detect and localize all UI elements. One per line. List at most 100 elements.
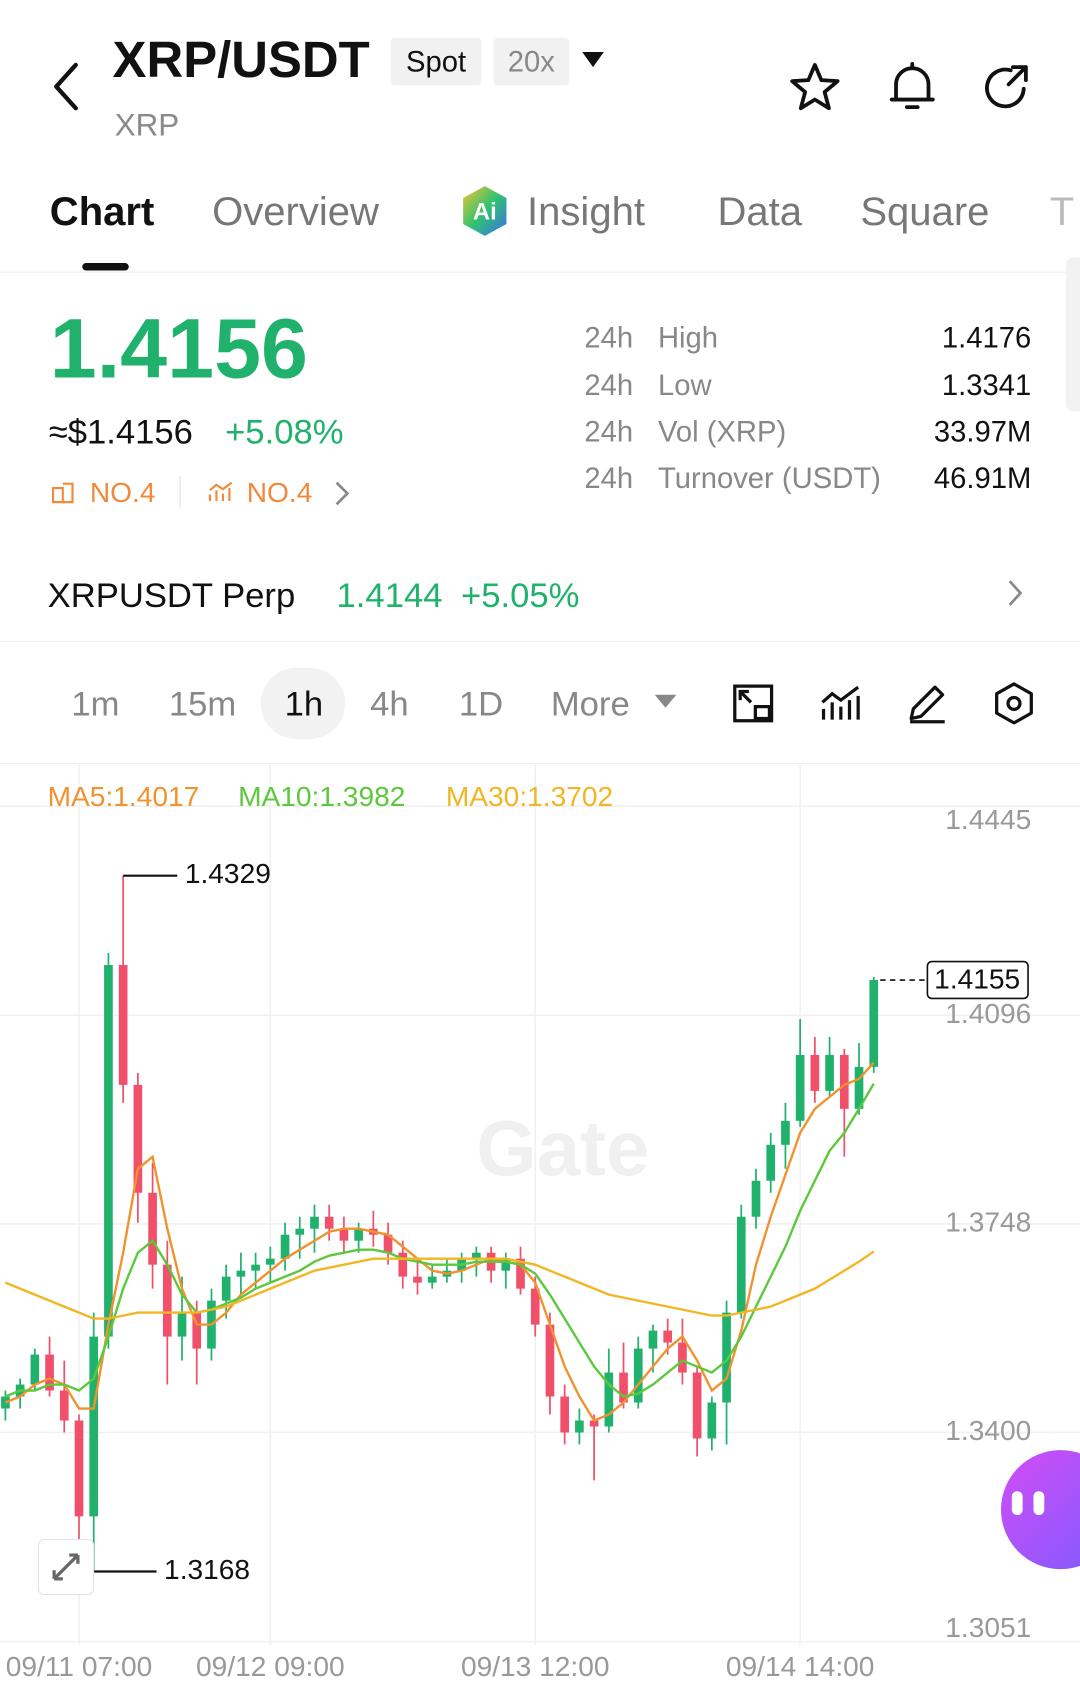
ma-line [4,1061,875,1422]
tab[interactable]: Data [717,189,803,234]
stat-label: Turnover (USDT) [657,462,881,495]
timeframe[interactable]: 4h [370,683,409,723]
stat-value: 46.91M [933,462,1032,495]
x-tick-label: 09/11 07:00 [6,1651,153,1682]
tool-icon[interactable] [732,683,775,724]
stat-period: 24h [584,415,634,449]
rank-icon [208,481,233,502]
ma-line [4,1083,875,1398]
tab[interactable]: Chart [49,189,155,234]
candle-body [648,1330,658,1349]
stat-label: Vol (XRP) [657,415,787,449]
candle-body [825,1054,834,1091]
candle-body [560,1396,569,1433]
candle-body [339,1228,349,1241]
rank[interactable]: NO.4 [89,476,156,509]
x-tick-label: 09/14 14:00 [726,1651,875,1682]
divider [0,762,1080,765]
legend-entry: MA5:1.4017 [48,781,200,812]
back-button[interactable] [48,61,83,113]
ma-line [4,1250,875,1320]
last-price: 1.4156 [49,300,308,397]
badge: Spot [390,37,482,86]
timeframe[interactable]: More [550,683,630,723]
tab[interactable]: Overview [212,189,379,234]
stat-value: 33.97M [933,415,1032,449]
dropdown-arrow[interactable] [654,693,678,710]
divider [0,640,1080,642]
stat-period: 24h [584,369,634,402]
timeframe[interactable]: 1m [71,683,120,723]
candle-body [74,1420,84,1517]
y-tick-label: 1.3051 [945,1612,1031,1643]
candle-body [59,1390,69,1421]
candle-body [118,965,128,1085]
candle-body [177,1312,187,1337]
rank[interactable]: NO.4 [246,476,313,509]
perp-change: +5.05% [461,575,580,615]
candle-body [236,1270,246,1277]
timeframe[interactable]: 15m [168,683,237,723]
candle-body [30,1354,40,1385]
chevron[interactable] [1004,577,1026,609]
candle-body [501,1258,511,1271]
candle-body [766,1144,776,1181]
candle-body [265,1258,275,1265]
candle-body [1,1396,10,1409]
candle-body [678,1342,687,1373]
fullscreen-button[interactable] [37,1538,95,1596]
perp-price: 1.4144 [336,575,443,615]
tab[interactable]: Insight [527,189,645,234]
candle-body [295,1228,305,1235]
stat-period: 24h [584,321,634,354]
candle-body [383,1234,393,1253]
badge[interactable]: 20x [493,37,570,86]
candle-body [324,1216,334,1229]
tab[interactable]: Square [860,189,990,234]
candle-body [795,1054,805,1121]
candle-body [413,1276,422,1283]
timeframe[interactable]: 1D [458,683,504,723]
x-tick-label: 09/13 12:00 [461,1651,610,1682]
max-label: 1.4329 [185,858,271,889]
y-tick-label: 1.3400 [945,1415,1031,1446]
indicator-icon[interactable] [819,683,862,724]
settings-icon[interactable] [992,682,1035,725]
ai-icon: Ai [463,186,507,236]
timeframe[interactable]: 1h [284,683,324,723]
candle-body [45,1354,54,1391]
stat-label: High [657,321,719,354]
candle-body [751,1180,761,1217]
chevron[interactable] [331,478,353,508]
x-tick-label: 09/12 09:00 [196,1651,345,1682]
expand-icon [52,1553,80,1581]
candle-body [427,1276,437,1283]
draw-icon[interactable] [906,683,949,724]
candle-body [133,1084,143,1193]
divider [0,271,1080,273]
favorite-icon[interactable] [788,61,842,115]
perp-name[interactable]: XRPUSDT Perp [47,575,296,615]
candle-body [869,980,879,1067]
stat-period: 24h [584,462,634,495]
alert-icon[interactable] [885,58,939,114]
legend-entry: MA10:1.3982 [238,781,405,812]
svg-text:Ai: Ai [473,198,497,225]
min-label: 1.3168 [164,1554,250,1585]
last-price-box [926,960,1029,1000]
dropdown-arrow[interactable] [580,50,606,69]
candle-body [530,1288,540,1325]
rank-icon [51,482,74,504]
candle-body [545,1324,555,1397]
candle-body [781,1120,790,1145]
subtitle: XRP [114,108,180,143]
y-tick-label: 1.3748 [945,1206,1031,1237]
price-change: +5.08% [225,412,344,452]
share-icon[interactable] [980,61,1034,115]
tab-indicator [82,262,129,271]
candle-body [148,1192,157,1265]
stat-value: 1.4176 [941,321,1032,354]
tab[interactable]: T [1049,189,1075,234]
